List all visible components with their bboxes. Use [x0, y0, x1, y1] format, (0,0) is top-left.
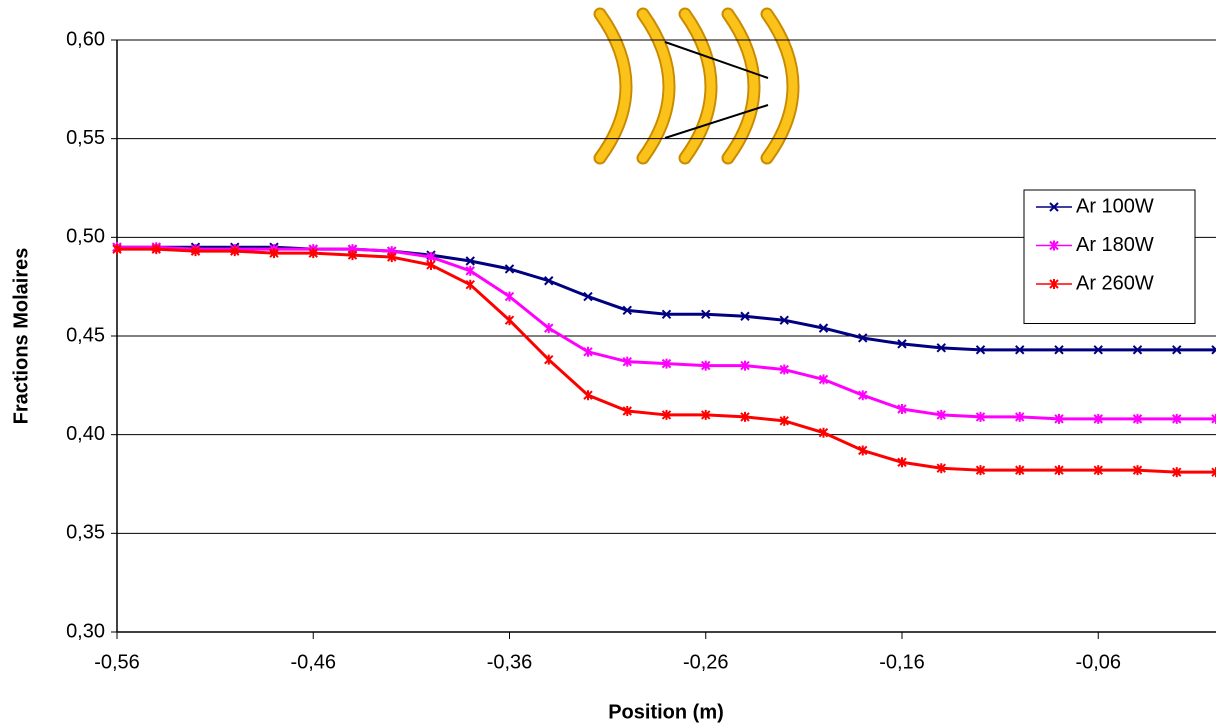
marker — [701, 360, 711, 371]
y-tick-label: 0,30 — [66, 620, 105, 642]
legend-label: Ar 180W — [1076, 234, 1154, 256]
marker — [1132, 413, 1143, 424]
marker — [1049, 202, 1059, 212]
marker — [1054, 413, 1064, 424]
marker — [622, 356, 632, 367]
marker — [740, 360, 750, 371]
marker — [583, 346, 593, 357]
series — [112, 244, 1216, 478]
marker — [465, 256, 475, 266]
marker — [622, 405, 632, 416]
series — [112, 242, 1216, 424]
marker — [897, 457, 907, 468]
marker — [544, 323, 554, 334]
marker — [583, 291, 593, 302]
y-tick-label: 0,55 — [66, 127, 105, 149]
marker — [1172, 413, 1182, 424]
y-axis-title: Fractions Molaires — [10, 248, 32, 425]
x-tick-label: -0,06 — [1075, 651, 1121, 673]
marker — [975, 465, 986, 476]
marker — [818, 427, 829, 438]
marker — [779, 315, 789, 325]
marker — [740, 311, 750, 321]
marker — [465, 279, 475, 290]
marker — [779, 364, 789, 375]
marker — [1172, 467, 1182, 478]
marker — [1211, 467, 1216, 478]
marker — [701, 309, 711, 320]
marker — [1015, 411, 1025, 422]
y-tick-label: 0,60 — [66, 28, 105, 50]
x-tick-label: -0,36 — [487, 651, 533, 673]
x-tick-label: -0,26 — [683, 651, 729, 673]
legend-label: Ar 100W — [1076, 195, 1154, 217]
legend: Ar 100W Ar 180W Ar 260W — [1023, 189, 1196, 324]
marker — [740, 411, 750, 422]
y-tick-label: 0,50 — [66, 226, 105, 248]
marker — [818, 323, 829, 333]
marker — [897, 339, 907, 349]
marker — [112, 244, 122, 255]
marker — [1093, 345, 1103, 355]
marker — [701, 409, 711, 420]
marker — [1054, 465, 1064, 476]
marker — [504, 291, 515, 302]
marker — [661, 409, 672, 420]
marker — [661, 358, 672, 369]
marker — [504, 315, 515, 326]
marker — [897, 404, 907, 415]
marker — [936, 463, 946, 474]
marker — [426, 259, 436, 270]
marker — [1049, 279, 1059, 289]
marker — [1172, 345, 1182, 355]
x-axis-title: Position (m) — [608, 701, 724, 723]
marker — [1015, 465, 1025, 476]
marker — [1132, 465, 1143, 476]
y-tick-label: 0,45 — [66, 324, 105, 346]
marker — [387, 252, 397, 263]
marker — [936, 343, 946, 353]
marker — [858, 445, 868, 456]
marker — [622, 305, 632, 316]
marker — [1132, 345, 1143, 355]
marker — [465, 265, 475, 276]
marker — [1049, 240, 1059, 251]
marker — [1054, 345, 1064, 355]
marker — [936, 409, 946, 420]
marker — [1093, 465, 1103, 476]
marker — [583, 390, 593, 401]
marker — [818, 374, 829, 385]
marker — [151, 244, 161, 255]
marker — [975, 411, 986, 422]
marker — [190, 246, 201, 257]
marker — [1015, 345, 1025, 355]
x-tick-label: -0,16 — [879, 651, 925, 673]
marker — [504, 264, 515, 274]
marker — [544, 276, 554, 286]
marker — [1093, 413, 1103, 424]
marker — [1211, 345, 1216, 355]
legend-box — [1023, 189, 1196, 324]
x-tick-label: -0,46 — [290, 651, 336, 673]
marker — [308, 248, 318, 259]
y-tick-label: 0,35 — [66, 522, 105, 544]
marker — [1211, 413, 1216, 424]
marker — [975, 345, 986, 355]
marker — [779, 415, 789, 426]
marker — [661, 309, 672, 320]
marker — [230, 246, 240, 257]
marker — [858, 390, 868, 401]
marker — [347, 250, 358, 261]
coil-illustration — [593, 7, 800, 165]
legend-label: Ar 260W — [1076, 272, 1154, 294]
x-tick-label: -0,56 — [94, 651, 140, 673]
y-tick-label: 0,40 — [66, 423, 105, 445]
marker — [269, 248, 279, 259]
marker — [858, 333, 868, 343]
marker — [544, 354, 554, 365]
